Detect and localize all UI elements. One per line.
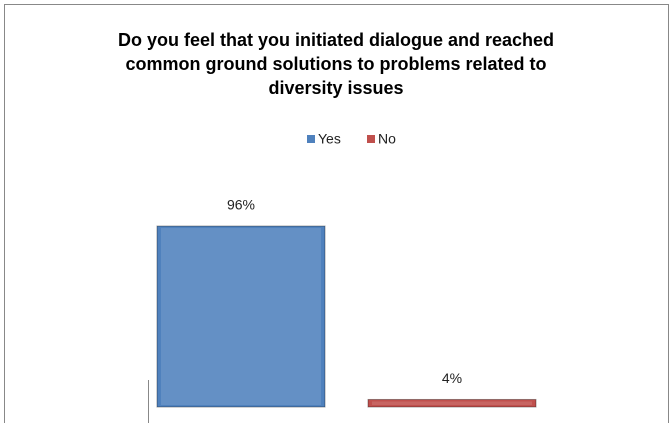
legend-label: No [378, 131, 396, 147]
bar [156, 225, 326, 408]
bar-highlight [372, 401, 532, 405]
data-label: 4% [442, 370, 462, 386]
data-label: 96% [227, 197, 255, 213]
legend-swatch [307, 135, 315, 143]
bar-highlight [161, 228, 321, 405]
chart-title: Do you feel that you initiated dialogue … [117, 30, 555, 98]
bar [367, 398, 537, 408]
legend-swatch [367, 135, 375, 143]
legend-label: Yes [318, 131, 341, 147]
chart-border [4, 4, 669, 423]
